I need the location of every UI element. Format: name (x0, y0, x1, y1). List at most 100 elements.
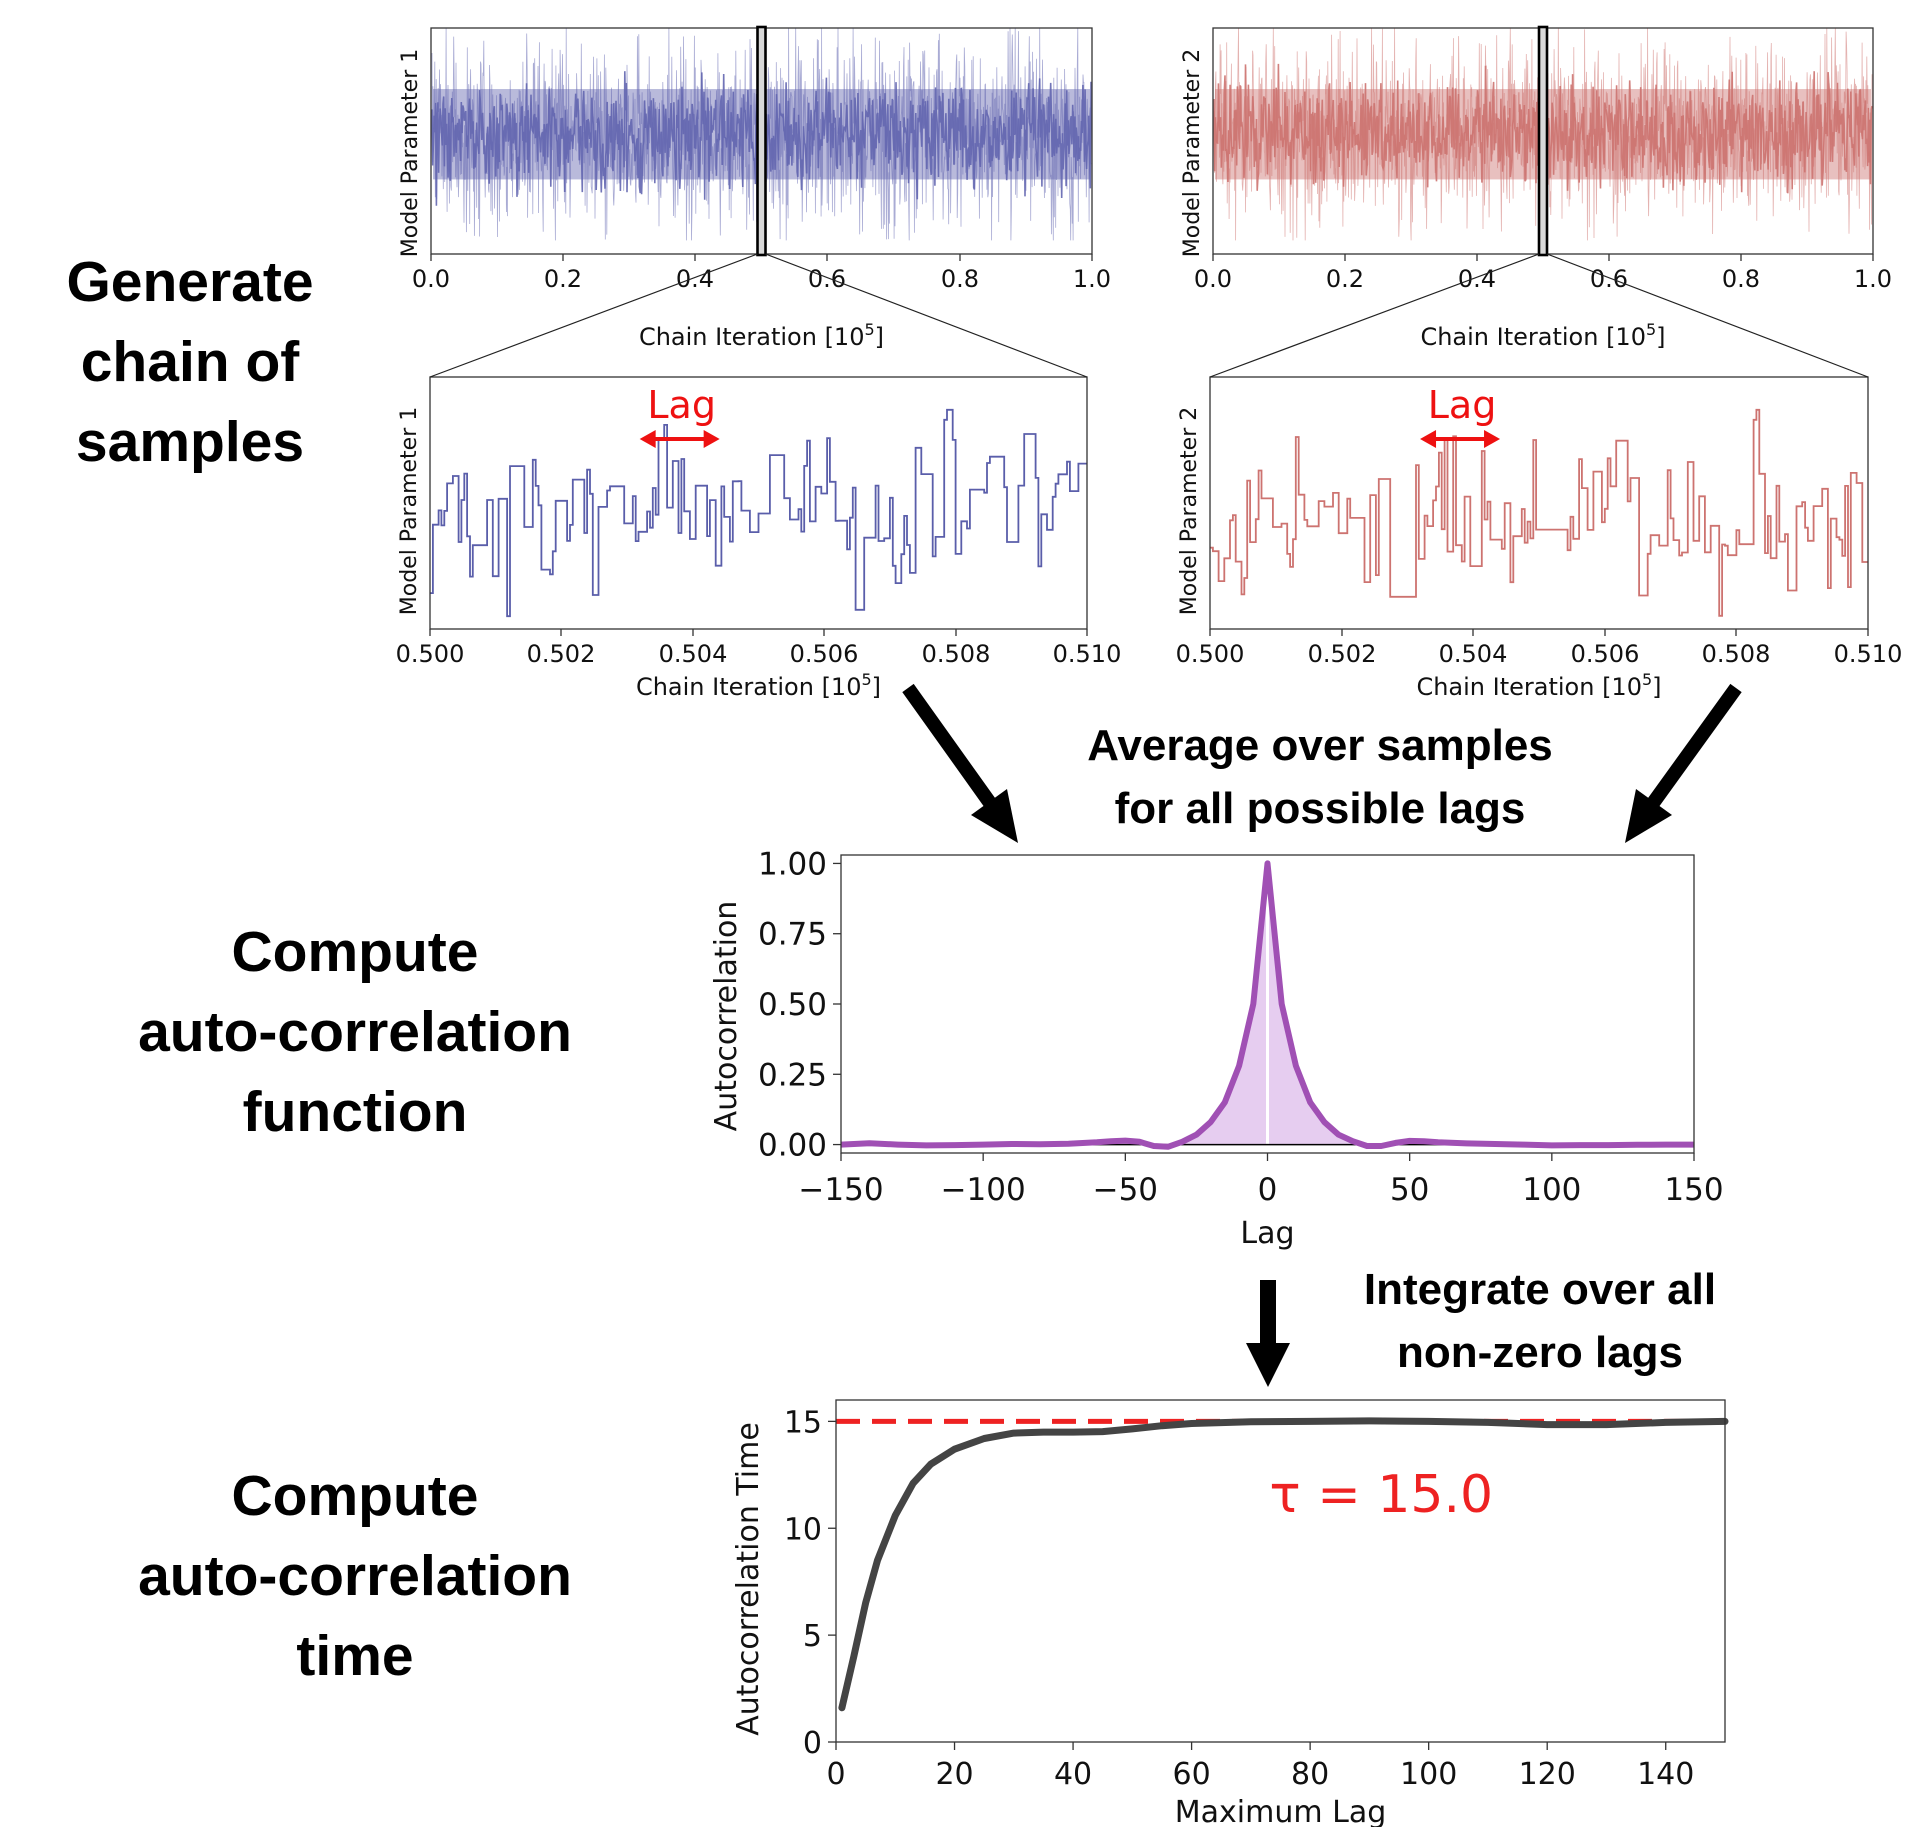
y-tick-label: 5 (803, 1619, 822, 1654)
generate-line-2: chain of (80, 330, 300, 394)
x-axis-label: Chain Iteration [105] (1416, 670, 1661, 701)
average-step-label: Average over samples for all possible la… (1000, 714, 1640, 840)
zoom-1-chart: 0.500 0.502 0.504 0.506 0.508 0.510 Chain Iter… (396, 376, 1122, 701)
lag-arrow-left-head (1420, 430, 1437, 448)
lag-annotation-label: Lag (647, 383, 716, 427)
generate-line-3: samples (75, 410, 305, 474)
x-tick-label: 0.510 (1834, 640, 1903, 668)
x-tick-label: 0.502 (1308, 640, 1377, 668)
x-tick-label: 0.504 (659, 640, 728, 668)
x-tick-label: 0.4 (1458, 265, 1496, 293)
act-chart: 0 20 40 60 80 100 120 140 0 5 10 15 Maximum Lag Autoc… (731, 1399, 1729, 1827)
acf-chart: −150 −100 −50 0 50 100 150 0.00 0.25 0.50 0.75 1.00… (709, 846, 1724, 1251)
lag-arrow (639, 430, 720, 448)
highlight-window (1537, 25, 1549, 257)
trace-2-chart: 0.0 0.2 0.4 0.6 0.8 1.0 Chain Iteration [105] M… (1180, 25, 1892, 351)
x-tick-label: 50 (1390, 1172, 1429, 1208)
zoom-connector-left (429, 253, 758, 378)
compute-act-line-3: time (296, 1624, 414, 1688)
x-tick-label: 0.2 (544, 265, 582, 293)
x-tick-label: 0.510 (1053, 640, 1122, 668)
x-tick-label: 0.508 (1702, 640, 1771, 668)
zoom-trace-line (1210, 408, 1868, 617)
lag-arrow-right-head (1484, 430, 1501, 448)
x-tick-label: 0.508 (922, 640, 991, 668)
x-tick-label: 0.8 (1722, 265, 1760, 293)
y-tick-label: 0.00 (758, 1128, 827, 1164)
compute-acf-line-3: function (242, 1080, 468, 1144)
compute-acf-line-2: auto-correlation (138, 1000, 572, 1064)
y-axis-label: Model Parameter 1 (397, 407, 422, 616)
x-tick-label: 100 (1400, 1757, 1457, 1792)
x-tick-label: 40 (1054, 1757, 1092, 1792)
x-tick-label: 0.502 (527, 640, 596, 668)
y-tick-label: 1.00 (758, 846, 827, 882)
y-axis-label: Model Parameter 2 (1177, 407, 1202, 616)
x-tick-label: 60 (1173, 1757, 1211, 1792)
arrow-acf-to-act (1246, 1280, 1290, 1387)
zoom-connector-right (765, 253, 1088, 378)
x-axis-label: Chain Iteration [105] (1420, 320, 1665, 351)
acf-line (840, 860, 1694, 1150)
x-tick-label: 0.504 (1439, 640, 1508, 668)
x-axis-label: Maximum Lag (1175, 1795, 1387, 1827)
compute-acf-line-1: Compute (231, 920, 479, 984)
generate-line-1: Generate (66, 250, 314, 314)
compute-act-step-label: Compute auto-correlation time (60, 1456, 650, 1696)
zoom-2-chart: 0.500 0.502 0.504 0.506 0.508 0.510 Chain Iter… (1176, 376, 1903, 701)
y-tick-label: 0.50 (758, 987, 827, 1023)
x-tick-label: 0.0 (412, 265, 450, 293)
y-axis-label: Model Parameter 1 (398, 49, 423, 258)
x-tick-label: 0 (826, 1757, 845, 1792)
x-tick-label: 1.0 (1854, 265, 1892, 293)
y-axis-label: Autocorrelation (709, 901, 744, 1132)
lag-arrow-left-head (639, 430, 656, 448)
compute-act-line-1: Compute (231, 1464, 479, 1528)
x-tick-label: 80 (1291, 1757, 1329, 1792)
compute-act-line-2: auto-correlation (138, 1544, 572, 1608)
trace-1-chart: 0.0 0.2 0.4 0.6 0.8 1.0 Chain Iteration [105] M… (398, 25, 1111, 351)
plot-frame (835, 1399, 1726, 1743)
x-tick-label: 0.500 (1176, 640, 1245, 668)
x-axis-label: Chain Iteration [105] (636, 670, 881, 701)
plot-frame (1209, 376, 1869, 630)
x-tick-label: 140 (1637, 1757, 1694, 1792)
x-tick-label: 0.2 (1326, 265, 1364, 293)
compute-acf-step-label: Compute auto-correlation function (60, 912, 650, 1152)
lag-arrow-right-head (703, 430, 720, 448)
y-tick-label: 0 (803, 1726, 822, 1761)
y-tick-label: 0.75 (758, 917, 827, 953)
x-tick-label: 1.0 (1073, 265, 1111, 293)
average-line-2: for all possible lags (1114, 784, 1526, 833)
zoom-trace-line (430, 408, 1087, 618)
x-tick-label: 0.506 (790, 640, 859, 668)
x-tick-label: −100 (941, 1172, 1026, 1208)
x-tick-label: 0.506 (1571, 640, 1640, 668)
plot-frame (429, 376, 1088, 630)
zoom-connector-right (1546, 253, 1869, 378)
x-axis-label: Lag (1240, 1216, 1294, 1251)
y-tick-label: 15 (784, 1405, 822, 1440)
y-tick-label: 10 (784, 1512, 822, 1547)
arrow-trace1-to-acf (902, 683, 1018, 843)
x-tick-label: 120 (1519, 1757, 1576, 1792)
y-tick-label: 0.25 (758, 1057, 827, 1093)
y-axis-label: Model Parameter 2 (1180, 49, 1205, 258)
x-tick-label: 0.0 (1194, 265, 1232, 293)
lag-arrow (1420, 430, 1501, 448)
x-tick-label: 0.6 (1590, 265, 1628, 293)
x-tick-label: 0.4 (676, 265, 714, 293)
highlight-window (756, 25, 767, 257)
x-tick-label: 0.8 (941, 265, 979, 293)
x-tick-label: 0 (1258, 1172, 1278, 1208)
zoom-connector-left (1209, 253, 1540, 378)
integrate-line-1: Integrate over all (1363, 1265, 1717, 1314)
integrate-line-2: non-zero lags (1396, 1328, 1684, 1377)
x-tick-label: 100 (1522, 1172, 1581, 1208)
x-tick-label: −50 (1093, 1172, 1158, 1208)
x-tick-label: −150 (798, 1172, 883, 1208)
x-axis-label: Chain Iteration [105] (639, 320, 884, 351)
x-tick-label: 0.6 (808, 265, 846, 293)
lag-annotation-label: Lag (1428, 383, 1497, 427)
